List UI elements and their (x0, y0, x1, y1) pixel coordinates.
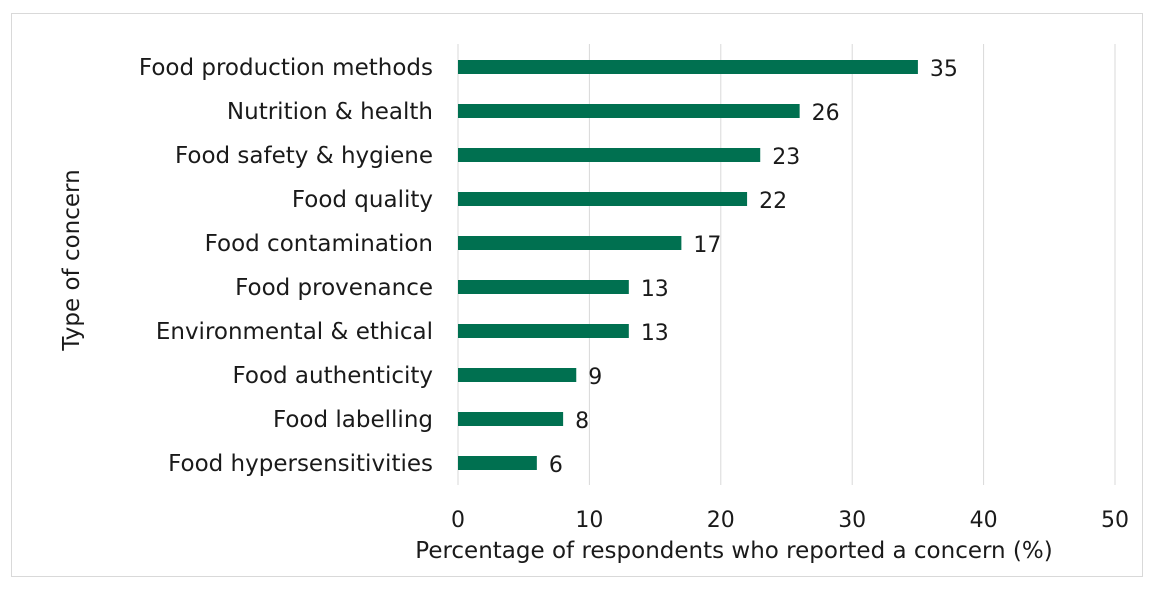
bar (458, 368, 577, 382)
category-label: Food labelling (273, 407, 433, 433)
data-label: 8 (575, 409, 589, 434)
x-tick-label: 10 (575, 508, 603, 533)
category-label: Food safety & hygiene (175, 143, 433, 169)
data-label: 17 (693, 233, 721, 258)
bar (458, 104, 800, 118)
category-label: Environmental & ethical (156, 319, 433, 345)
data-label: 9 (588, 365, 602, 390)
x-tick-label: 50 (1101, 508, 1129, 533)
category-label: Food provenance (235, 275, 433, 301)
data-label: 6 (549, 453, 563, 478)
data-label: 13 (641, 321, 669, 346)
x-tick-labels: 0 10 20 30 40 50 (451, 508, 1129, 533)
category-label: Food hypersensitivities (168, 451, 433, 477)
x-axis-title: Percentage of respondents who reported a… (415, 538, 1052, 564)
bar (458, 412, 564, 426)
data-label: 35 (930, 57, 958, 82)
bar (458, 192, 748, 206)
x-tick-label: 30 (838, 508, 866, 533)
data-label: 22 (759, 189, 787, 214)
category-label: Food contamination (205, 231, 433, 257)
category-label: Nutrition & health (227, 99, 433, 125)
category-labels: Food production methods Nutrition & healt… (139, 55, 433, 477)
bar (458, 456, 537, 470)
data-labels: 35 26 23 22 17 13 13 9 86 (549, 57, 958, 478)
x-tick-label: 40 (970, 508, 998, 533)
data-label: 23 (772, 145, 800, 170)
data-label: 13 (641, 277, 669, 302)
chart-frame (11, 13, 1143, 577)
bar (458, 148, 761, 162)
category-label: Food quality (292, 187, 433, 213)
bar (458, 236, 682, 250)
x-tick-label: 0 (451, 508, 465, 533)
bars (458, 60, 918, 470)
x-tick-label: 20 (707, 508, 735, 533)
bar (458, 280, 629, 294)
category-label: Food production methods (139, 55, 433, 81)
bar (458, 324, 629, 338)
data-label: 26 (812, 101, 840, 126)
bar (458, 60, 918, 74)
y-axis-title: Type of concern (59, 169, 85, 351)
category-label: Food authenticity (232, 363, 433, 389)
